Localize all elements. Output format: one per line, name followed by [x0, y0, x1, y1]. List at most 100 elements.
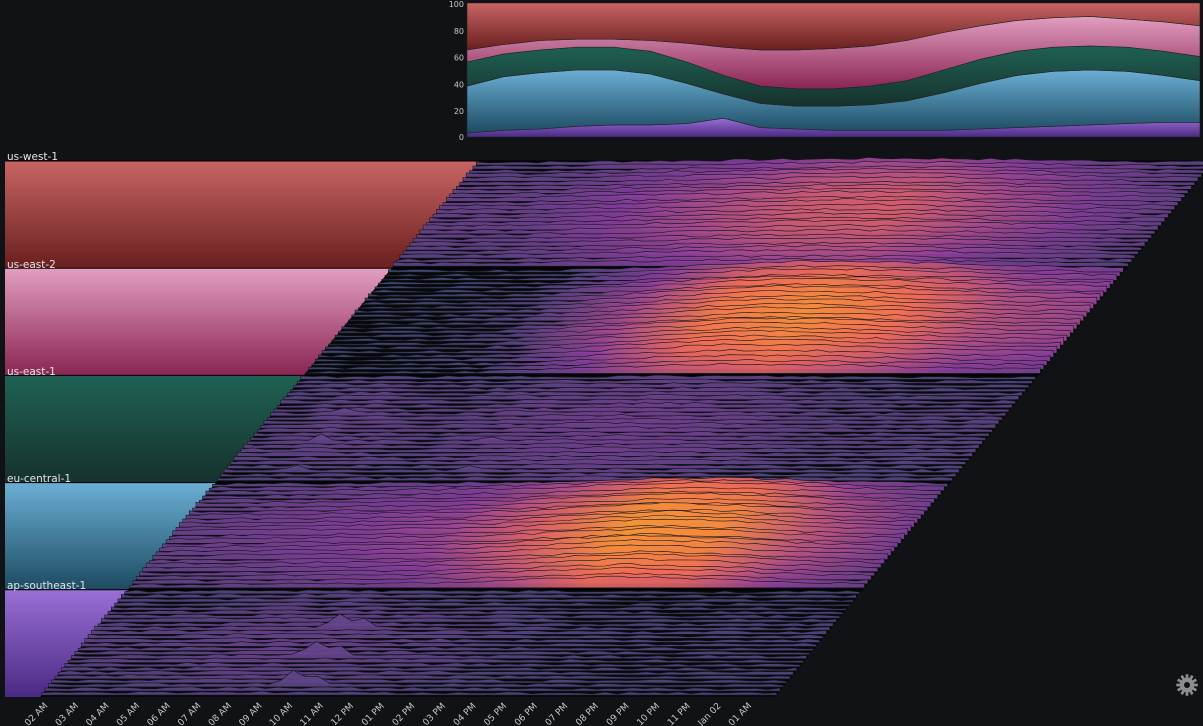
ridge-line	[227, 463, 963, 469]
ridge-line	[290, 386, 1026, 392]
x-tick-label: 09 PM	[605, 702, 632, 726]
y-tick-label: 80	[454, 27, 464, 36]
gear-icon	[1176, 674, 1198, 696]
y-tick-label: 0	[459, 133, 464, 142]
ridge-line	[296, 378, 1033, 384]
group-panel-ap-southeast-1	[5, 589, 128, 697]
group-label-eu-central-1: eu-central-1	[7, 473, 71, 485]
ridge-line	[97, 621, 834, 627]
ridge-line	[250, 434, 986, 441]
x-tick-label: 12 PM	[330, 702, 357, 726]
ridge-line	[286, 390, 1023, 396]
y-tick-label: 20	[454, 107, 464, 116]
ridge-line	[71, 641, 807, 659]
x-tick-label: 09 AM	[238, 701, 265, 726]
ridge-line	[77, 645, 814, 651]
x-tick-label: 10 AM	[268, 701, 295, 726]
y-tick-label: 60	[454, 54, 464, 63]
group-panel-eu-central-1	[5, 482, 216, 590]
ridge-line	[114, 601, 850, 607]
ridge-line	[81, 641, 817, 647]
ridge-group-eu-central-1	[5, 476, 951, 590]
ridge-group-ap-southeast-1	[5, 589, 863, 697]
ridge-line	[260, 421, 996, 429]
x-tick-label: Jan 02	[696, 701, 724, 726]
group-label-us-east-1: us-east-1	[7, 366, 56, 378]
x-tick-label: 04 AM	[85, 701, 112, 726]
ridge-line	[283, 393, 1020, 400]
x-tick-label: 11 AM	[299, 701, 326, 726]
x-tick-label: 05 PM	[483, 702, 510, 726]
x-tick-label: 03 PM	[421, 702, 448, 726]
stacked-areas	[466, 2, 1201, 138]
ridgeline-groups	[5, 156, 1203, 697]
ridge-line	[399, 249, 1136, 259]
group-labels: us-west-1 us-east-2 us-east-1 eu-central…	[7, 151, 86, 592]
ridge-line	[61, 666, 797, 671]
y-axis-ticks: 100 80 60 40 20 0	[449, 0, 464, 142]
x-tick-label: 11 PM	[666, 702, 693, 726]
ridge-line	[243, 442, 980, 449]
ridge-line	[416, 228, 1152, 239]
ridge-line	[91, 629, 827, 635]
ridge-line	[233, 454, 970, 461]
ridge-line	[124, 589, 860, 595]
ridge-line	[67, 657, 804, 663]
ridge-line	[48, 669, 784, 688]
ridge-line	[104, 613, 840, 619]
x-axis-ticks: 02 AM 03 AM 04 AM 05 AM 06 AM 07 AM 08 AM 09 AM…	[23, 701, 754, 726]
ridge-line	[94, 613, 830, 631]
stack-area-us-west-1	[466, 2, 1201, 51]
settings-button[interactable]	[1175, 673, 1199, 697]
ridge-line	[446, 190, 1182, 202]
ridge-line	[44, 686, 781, 692]
ridge-line	[305, 362, 1041, 374]
x-tick-label: 04 PM	[452, 702, 479, 726]
ridge-line	[230, 458, 966, 465]
ridge-line	[257, 426, 993, 433]
group-label-ap-southeast-1: ap-southeast-1	[7, 580, 86, 592]
ridge-line	[57, 669, 794, 676]
group-panel-us-east-1	[5, 375, 304, 483]
ridge-line	[263, 418, 1000, 425]
ridge-line	[129, 575, 865, 589]
ridge-line	[111, 605, 847, 611]
x-tick-label: 07 PM	[544, 702, 571, 726]
ridge-line	[300, 374, 1036, 380]
ridge-line	[87, 633, 824, 639]
ridge-group-us-east-2	[5, 259, 1127, 376]
ridge-line	[74, 650, 811, 655]
ridge-line	[220, 471, 957, 477]
ridge-line	[54, 673, 791, 680]
ridge-line	[462, 171, 1199, 182]
ridge-line	[101, 616, 837, 623]
x-tick-label: 06 AM	[146, 701, 173, 726]
ridge-line	[121, 593, 857, 599]
ridge-line	[223, 464, 960, 473]
ridge-line	[107, 609, 844, 615]
group-label-us-west-1: us-west-1	[7, 151, 58, 163]
x-tick-label: 10 PM	[636, 702, 663, 726]
x-tick-label: 08 AM	[207, 701, 234, 726]
ridge-line	[41, 690, 777, 696]
ridge-line	[237, 450, 973, 457]
ridge-line	[280, 398, 1016, 404]
ridge-line	[247, 433, 983, 445]
x-tick-label: 02 AM	[23, 701, 50, 726]
ridge-line	[253, 431, 990, 437]
ridge-line	[240, 446, 976, 453]
ridge-line	[293, 382, 1030, 388]
group-panel-us-east-2	[5, 268, 392, 376]
ridge-group-us-east-1	[5, 374, 1039, 483]
x-tick-label: 07 AM	[176, 701, 203, 726]
ridgeline-area	[5, 156, 1203, 697]
ridge-line	[273, 406, 1010, 413]
ridge-line	[459, 175, 1195, 186]
group-label-us-east-2: us-east-2	[7, 259, 56, 271]
x-tick-label: 01 PM	[360, 702, 387, 726]
x-tick-label: 06 PM	[513, 702, 540, 726]
ridge-line	[51, 677, 787, 684]
stacked-area-chart: 100 80 60 40 20 0	[449, 0, 1201, 142]
x-tick-label: 03 AM	[54, 701, 81, 726]
